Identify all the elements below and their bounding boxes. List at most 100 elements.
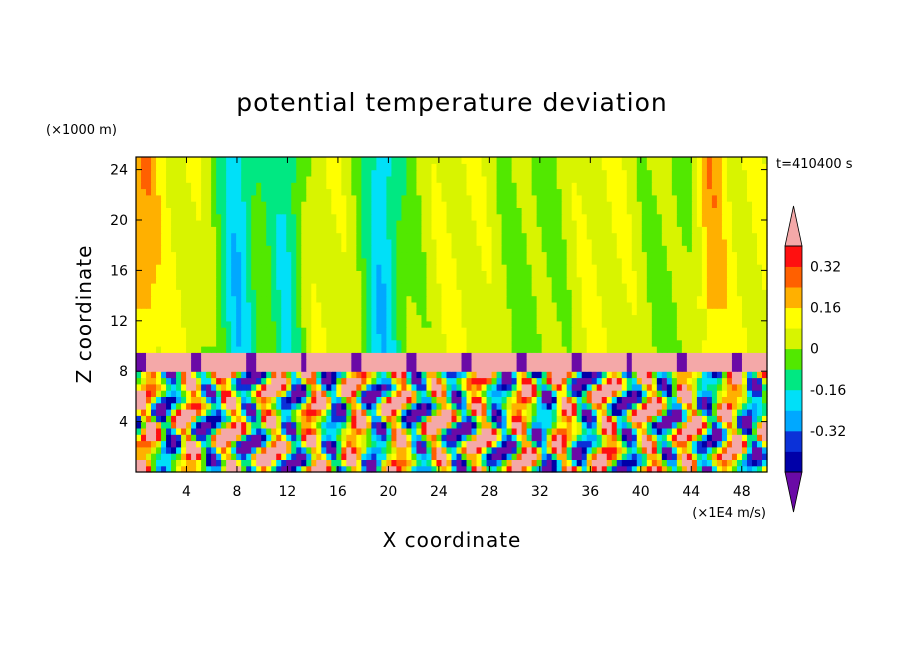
heatmap-cell — [391, 459, 398, 467]
heatmap-cell — [736, 371, 743, 379]
heatmap-cell — [176, 320, 182, 328]
heatmap-cell — [641, 333, 648, 341]
heatmap-cell — [291, 427, 297, 435]
heatmap-cell — [636, 352, 643, 360]
heatmap-cell — [681, 270, 688, 278]
heatmap-cell — [661, 427, 668, 435]
heatmap-cell — [411, 421, 418, 429]
heatmap-cell — [626, 383, 633, 391]
heatmap-cell — [751, 327, 758, 334]
heatmap-cell — [516, 257, 523, 265]
heatmap-cell — [221, 238, 227, 246]
heatmap-cell — [231, 251, 237, 259]
heatmap-cell — [576, 396, 583, 404]
heatmap-cell — [626, 264, 633, 271]
heatmap-cell — [576, 434, 583, 442]
heatmap-cell — [156, 251, 162, 259]
heatmap-cell — [616, 371, 623, 379]
heatmap-cell — [371, 358, 377, 366]
heatmap-cell — [196, 465, 202, 473]
heatmap-cell — [321, 238, 327, 246]
heatmap-cell — [276, 465, 282, 473]
heatmap-cell — [406, 245, 413, 253]
heatmap-cell — [446, 465, 453, 473]
heatmap-cell — [521, 232, 528, 240]
heatmap-cell — [441, 220, 448, 227]
heatmap-cell — [526, 270, 533, 278]
heatmap-cell — [231, 358, 237, 366]
heatmap-cell — [611, 270, 618, 278]
heatmap-cell — [741, 232, 748, 240]
heatmap-cell — [541, 320, 548, 328]
heatmap-cell — [146, 346, 152, 353]
heatmap-cell — [506, 390, 513, 397]
heatmap-cell — [371, 434, 377, 442]
heatmap-cell — [176, 427, 182, 435]
heatmap-cell — [586, 346, 593, 353]
heatmap-cell — [556, 346, 563, 353]
heatmap-cell — [201, 295, 207, 303]
heatmap-cell — [581, 396, 588, 404]
heatmap-cell — [636, 434, 643, 442]
heatmap-cell — [651, 308, 658, 316]
heatmap-cell — [761, 346, 768, 353]
heatmap-cell — [336, 238, 342, 246]
heatmap-cell — [761, 339, 768, 347]
heatmap-cell — [536, 440, 543, 448]
heatmap-cell — [626, 434, 633, 442]
heatmap-cell — [276, 314, 282, 322]
heatmap-cell — [636, 238, 643, 246]
heatmap-cell — [276, 409, 282, 416]
heatmap-cell — [151, 276, 157, 284]
heatmap-cell — [381, 333, 387, 341]
heatmap-cell — [381, 238, 387, 246]
heatmap-cell — [386, 320, 393, 328]
heatmap-cell — [166, 453, 172, 460]
heatmap-cell — [551, 251, 558, 259]
heatmap-cell — [451, 289, 458, 297]
heatmap-cell — [326, 251, 332, 259]
heatmap-cell — [276, 396, 282, 404]
heatmap-cell — [361, 257, 367, 265]
heatmap-cell — [351, 245, 357, 253]
heatmap-cell — [551, 364, 558, 372]
heatmap-cell — [241, 220, 247, 227]
heatmap-cell — [461, 251, 468, 259]
heatmap-cell — [296, 346, 302, 353]
heatmap-cell — [721, 238, 728, 246]
heatmap-cell — [346, 320, 352, 328]
heatmap-cell — [251, 232, 257, 240]
heatmap-cell — [231, 427, 237, 435]
heatmap-cell — [486, 459, 493, 467]
heatmap-cell — [166, 446, 172, 454]
heatmap-cell — [586, 364, 593, 372]
heatmap-cell — [321, 314, 327, 322]
heatmap-cell — [661, 257, 668, 265]
heatmap-cell — [221, 364, 227, 372]
heatmap-cell — [316, 245, 322, 253]
heatmap-cell — [271, 440, 277, 448]
heatmap-cell — [636, 390, 643, 397]
heatmap-cell — [481, 232, 488, 240]
heatmap-cell — [406, 434, 413, 442]
heatmap-cell — [676, 415, 683, 423]
heatmap-cell — [761, 257, 768, 265]
heatmap-cell — [266, 289, 272, 297]
heatmap-cell — [471, 220, 478, 227]
heatmap-cell — [221, 264, 227, 271]
heatmap-cell — [231, 264, 237, 271]
heatmap-cell — [176, 371, 182, 379]
heatmap-cell — [276, 453, 282, 460]
heatmap-cell — [251, 390, 257, 397]
heatmap-cell — [231, 396, 237, 404]
heatmap-cell — [186, 358, 192, 366]
heatmap-cell — [276, 346, 282, 353]
heatmap-cell — [731, 339, 738, 347]
heatmap-cell — [701, 377, 708, 385]
heatmap-cell — [426, 409, 433, 416]
heatmap-cell — [296, 270, 302, 278]
heatmap-cell — [211, 308, 217, 316]
heatmap-cell — [286, 459, 292, 467]
heatmap-cell — [166, 352, 172, 360]
heatmap-cell — [676, 276, 683, 284]
